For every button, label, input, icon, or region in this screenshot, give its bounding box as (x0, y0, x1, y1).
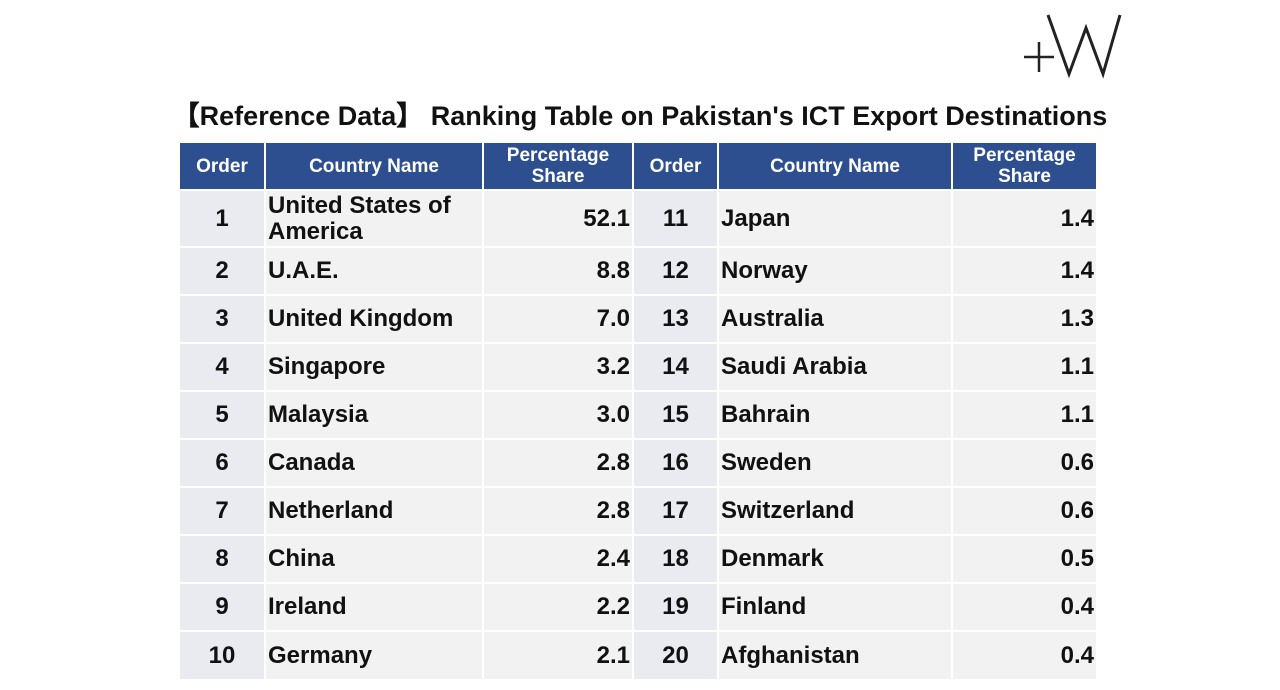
brand-logo (1024, 14, 1122, 79)
share-cell: 2.4 (483, 534, 634, 583)
page-title: 【Reference Data】 Ranking Table on Pakist… (172, 101, 1108, 131)
share-cell: 1.4 (952, 189, 1096, 247)
share-cell: 0.4 (952, 630, 1096, 679)
country-cell: China (265, 534, 484, 583)
share-cell: 0.4 (952, 582, 1096, 631)
header-percentage-share: Percentage Share (952, 143, 1096, 190)
share-cell: 3.0 (483, 390, 634, 439)
country-cell: Japan (718, 189, 953, 247)
country-cell: U.A.E. (265, 246, 484, 295)
country-cell: Denmark (718, 534, 953, 583)
order-cell: 17 (633, 486, 719, 535)
order-cell: 14 (633, 342, 719, 391)
country-cell: Afghanistan (718, 630, 953, 679)
share-cell: 2.8 (483, 438, 634, 487)
table-row: 6 Canada 2.8 16 Sweden 0.6 (180, 438, 1096, 487)
table-header-row: Order Country Name Percentage Share Orde… (180, 143, 1096, 190)
share-cell: 2.1 (483, 630, 634, 679)
order-cell: 9 (180, 582, 266, 631)
country-cell: United States of America (265, 189, 484, 247)
order-cell: 15 (633, 390, 719, 439)
header-country-name: Country Name (718, 143, 953, 190)
order-cell: 3 (180, 294, 266, 343)
country-cell: Switzerland (718, 486, 953, 535)
share-cell: 0.5 (952, 534, 1096, 583)
country-cell: Saudi Arabia (718, 342, 953, 391)
order-cell: 2 (180, 246, 266, 295)
share-cell: 2.8 (483, 486, 634, 535)
country-cell: Singapore (265, 342, 484, 391)
header-order: Order (633, 143, 719, 190)
ranking-table: Order Country Name Percentage Share Orde… (180, 143, 1096, 679)
table-row: 9 Ireland 2.2 19 Finland 0.4 (180, 582, 1096, 631)
order-cell: 1 (180, 189, 266, 247)
order-cell: 5 (180, 390, 266, 439)
country-cell: Canada (265, 438, 484, 487)
header-order: Order (180, 143, 266, 190)
order-cell: 7 (180, 486, 266, 535)
table-row: 7 Netherland 2.8 17 Switzerland 0.6 (180, 486, 1096, 535)
order-cell: 19 (633, 582, 719, 631)
country-cell: Norway (718, 246, 953, 295)
header-country-name: Country Name (265, 143, 484, 190)
share-cell: 2.2 (483, 582, 634, 631)
share-cell: 8.8 (483, 246, 634, 295)
country-cell: Ireland (265, 582, 484, 631)
order-cell: 6 (180, 438, 266, 487)
header-percentage-share: Percentage Share (483, 143, 634, 190)
country-cell: Malaysia (265, 390, 484, 439)
table-row: 1 United States of America 52.1 11 Japan… (180, 189, 1096, 247)
order-cell: 4 (180, 342, 266, 391)
share-cell: 1.1 (952, 342, 1096, 391)
share-cell: 1.3 (952, 294, 1096, 343)
order-cell: 20 (633, 630, 719, 679)
table-row: 3 United Kingdom 7.0 13 Australia 1.3 (180, 294, 1096, 343)
share-cell: 0.6 (952, 438, 1096, 487)
country-cell: Finland (718, 582, 953, 631)
order-cell: 16 (633, 438, 719, 487)
share-cell: 1.1 (952, 390, 1096, 439)
order-cell: 13 (633, 294, 719, 343)
share-cell: 0.6 (952, 486, 1096, 535)
country-cell: Germany (265, 630, 484, 679)
table-row: 2 U.A.E. 8.8 12 Norway 1.4 (180, 246, 1096, 295)
share-cell: 52.1 (483, 189, 634, 247)
order-cell: 11 (633, 189, 719, 247)
share-cell: 7.0 (483, 294, 634, 343)
country-cell: United Kingdom (265, 294, 484, 343)
order-cell: 12 (633, 246, 719, 295)
share-cell: 3.2 (483, 342, 634, 391)
country-cell: Sweden (718, 438, 953, 487)
table-row: 5 Malaysia 3.0 15 Bahrain 1.1 (180, 390, 1096, 439)
table-row: 4 Singapore 3.2 14 Saudi Arabia 1.1 (180, 342, 1096, 391)
order-cell: 18 (633, 534, 719, 583)
table-row: 8 China 2.4 18 Denmark 0.5 (180, 534, 1096, 583)
order-cell: 10 (180, 630, 266, 679)
table-row: 10 Germany 2.1 20 Afghanistan 0.4 (180, 630, 1096, 679)
share-cell: 1.4 (952, 246, 1096, 295)
order-cell: 8 (180, 534, 266, 583)
country-cell: Australia (718, 294, 953, 343)
country-cell: Bahrain (718, 390, 953, 439)
country-cell: Netherland (265, 486, 484, 535)
